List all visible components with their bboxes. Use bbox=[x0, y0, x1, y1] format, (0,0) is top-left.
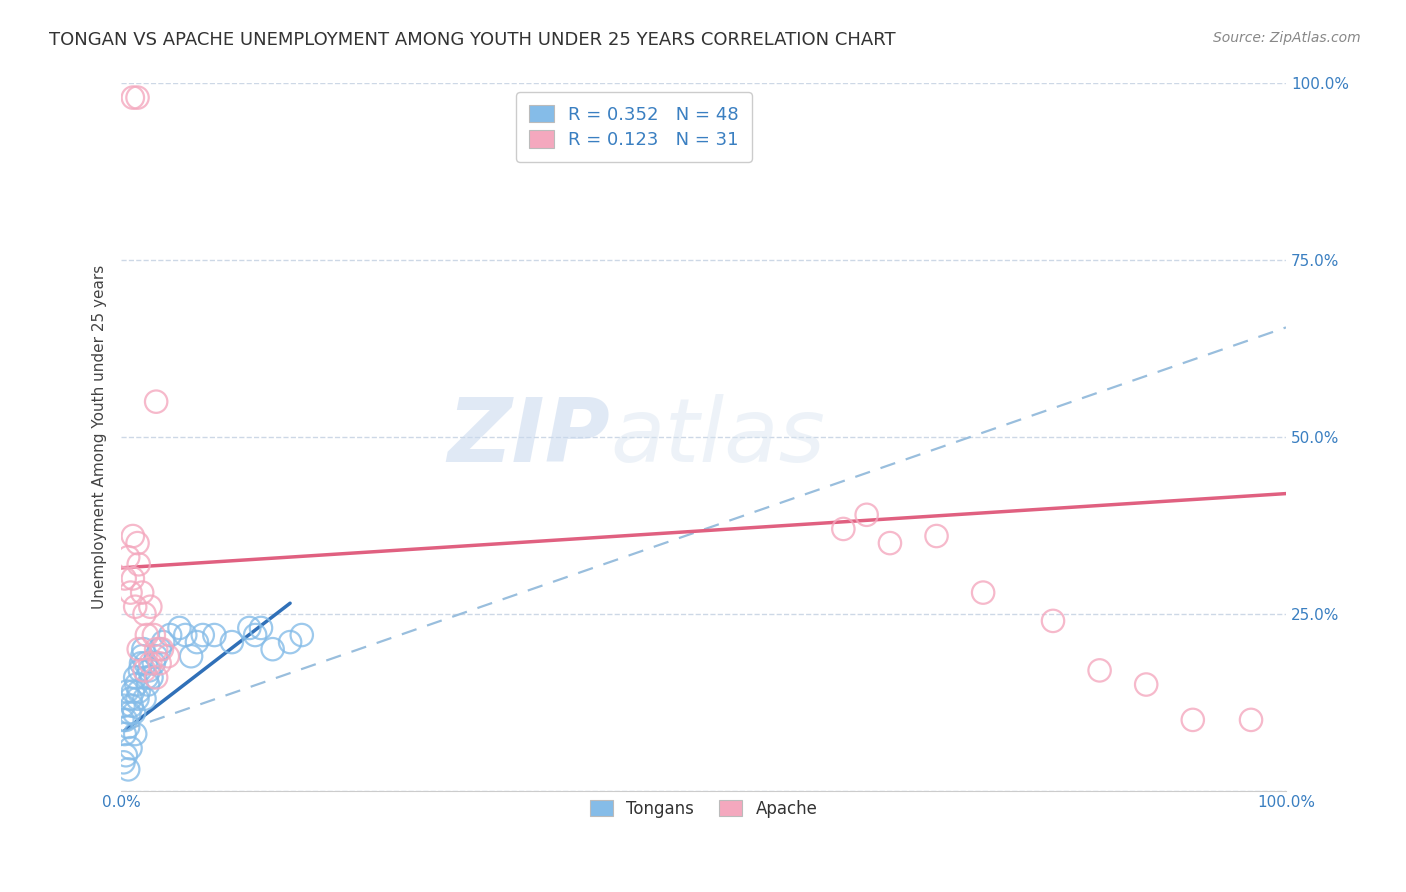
Point bbox=[114, 727, 136, 741]
Point bbox=[115, 748, 138, 763]
Point bbox=[138, 664, 160, 678]
Point bbox=[1135, 677, 1157, 691]
Point bbox=[221, 635, 243, 649]
Point bbox=[972, 585, 994, 599]
Point bbox=[145, 670, 167, 684]
Point bbox=[169, 621, 191, 635]
Point bbox=[111, 713, 134, 727]
Point bbox=[120, 691, 142, 706]
Point bbox=[145, 642, 167, 657]
Point bbox=[112, 756, 135, 770]
Point bbox=[262, 642, 284, 657]
Point bbox=[124, 670, 146, 684]
Point bbox=[134, 664, 156, 678]
Point bbox=[925, 529, 948, 543]
Point bbox=[132, 642, 155, 657]
Point bbox=[112, 698, 135, 713]
Point bbox=[145, 649, 167, 664]
Y-axis label: Unemployment Among Youth under 25 years: Unemployment Among Youth under 25 years bbox=[93, 265, 107, 609]
Point bbox=[135, 670, 157, 684]
Point bbox=[114, 571, 136, 585]
Point bbox=[879, 536, 901, 550]
Point bbox=[1240, 713, 1263, 727]
Point bbox=[121, 571, 143, 585]
Point bbox=[131, 585, 153, 599]
Point bbox=[135, 628, 157, 642]
Point bbox=[145, 394, 167, 409]
Point bbox=[191, 628, 214, 642]
Point bbox=[131, 649, 153, 664]
Point bbox=[134, 607, 156, 621]
Legend: Tongans, Apache: Tongans, Apache bbox=[583, 793, 824, 825]
Point bbox=[250, 621, 273, 635]
Point bbox=[1088, 664, 1111, 678]
Point bbox=[122, 706, 145, 720]
Point bbox=[174, 628, 197, 642]
Point bbox=[142, 657, 165, 671]
Text: Source: ZipAtlas.com: Source: ZipAtlas.com bbox=[1213, 31, 1361, 45]
Point bbox=[124, 727, 146, 741]
Point bbox=[278, 635, 301, 649]
Point bbox=[202, 628, 225, 642]
Point bbox=[127, 536, 149, 550]
Point bbox=[238, 621, 260, 635]
Point bbox=[117, 550, 139, 565]
Point bbox=[127, 691, 149, 706]
Point bbox=[150, 642, 173, 657]
Text: TONGAN VS APACHE UNEMPLOYMENT AMONG YOUTH UNDER 25 YEARS CORRELATION CHART: TONGAN VS APACHE UNEMPLOYMENT AMONG YOUT… bbox=[49, 31, 896, 49]
Point bbox=[121, 90, 143, 104]
Text: ZIP: ZIP bbox=[447, 393, 610, 481]
Point bbox=[156, 649, 179, 664]
Point bbox=[855, 508, 877, 522]
Point bbox=[291, 628, 314, 642]
Point bbox=[128, 684, 150, 698]
Point bbox=[186, 635, 208, 649]
Point bbox=[139, 599, 162, 614]
Point bbox=[180, 649, 202, 664]
Point bbox=[135, 657, 157, 671]
Point bbox=[141, 670, 163, 684]
Point bbox=[139, 657, 162, 671]
Point bbox=[1042, 614, 1064, 628]
Point bbox=[125, 677, 148, 691]
Point bbox=[1181, 713, 1204, 727]
Point bbox=[149, 657, 172, 671]
Point bbox=[142, 628, 165, 642]
Point bbox=[243, 628, 266, 642]
Point bbox=[117, 720, 139, 734]
Point bbox=[128, 664, 150, 678]
Point bbox=[120, 585, 142, 599]
Point bbox=[128, 558, 150, 572]
Point bbox=[129, 657, 152, 671]
Point bbox=[124, 599, 146, 614]
Text: atlas: atlas bbox=[610, 394, 825, 480]
Point bbox=[152, 635, 174, 649]
Point bbox=[159, 628, 181, 642]
Point bbox=[118, 706, 141, 720]
Point bbox=[115, 684, 138, 698]
Point bbox=[149, 642, 172, 657]
Point bbox=[115, 713, 138, 727]
Point bbox=[121, 698, 143, 713]
Point bbox=[121, 684, 143, 698]
Point bbox=[134, 691, 156, 706]
Point bbox=[128, 642, 150, 657]
Point bbox=[127, 90, 149, 104]
Point bbox=[136, 677, 159, 691]
Point bbox=[121, 529, 143, 543]
Point bbox=[117, 763, 139, 777]
Point bbox=[120, 741, 142, 756]
Point bbox=[832, 522, 855, 536]
